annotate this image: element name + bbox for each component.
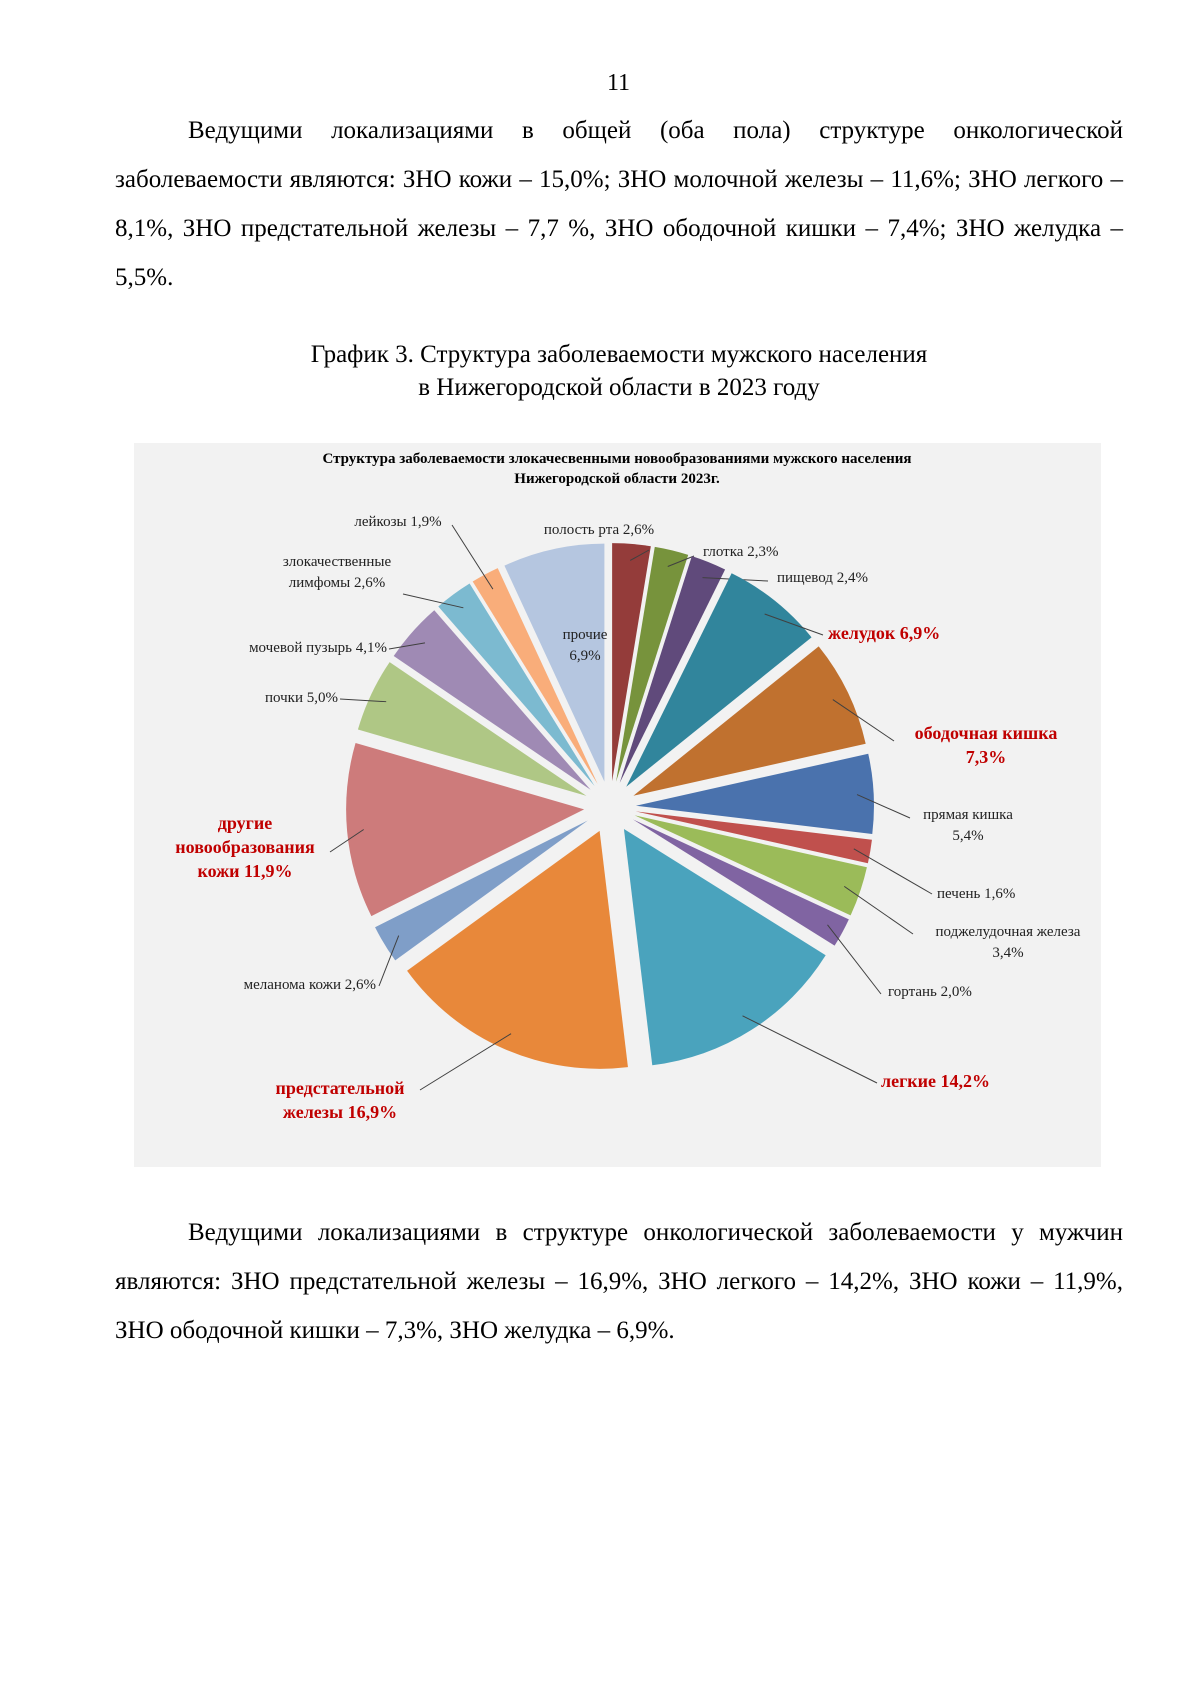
leader-line [339,698,387,703]
leader-line [451,524,494,590]
slice-label: гортань 2,0% [888,984,972,1000]
leader-line [667,555,695,567]
slice-label: ободочная кишка [915,723,1058,743]
pie-slice [632,819,849,946]
pie-slice [504,543,605,782]
pie-slice [357,662,587,796]
leader-line [843,885,914,935]
pie-slice [635,753,874,835]
pie-slice [634,815,867,916]
pie-slice [375,820,588,961]
slice-label: 3,4% [992,945,1023,961]
pie-slice [346,742,585,917]
slice-label: меланома кожи 2,6% [244,977,376,993]
slice-label: другие [218,813,272,833]
slice-label: глотка 2,3% [703,544,778,560]
slice-label: прочие [563,627,608,643]
pie-slice [619,556,726,783]
slice-label: предстательной [275,1078,404,1098]
leader-line [629,549,650,561]
pie-slice [472,568,598,785]
pie-chart: Структура заболеваемости злокачесвенными… [134,443,1101,1167]
slice-label: 7,3% [966,747,1007,767]
slice-label: железы 16,9% [283,1102,397,1122]
slice-label: поджелудочная железа [936,924,1081,940]
slice-label: прямая кишка [923,807,1013,823]
chart-title-line-1: Структура заболеваемости злокачесвенными… [322,451,911,467]
slice-label: мочевой пузырь 4,1% [249,640,387,656]
pie-chart-svg: Структура заболеваемости злокачесвенными… [175,451,1081,1122]
leader-line [419,1033,512,1091]
pie-slice [438,583,595,787]
pie-slice [623,828,826,1066]
pie-slice [393,610,591,790]
leader-line [378,935,400,987]
pie-slice [407,830,628,1069]
leader-line [827,924,882,995]
caption-line-1: График 3. Структура заболеваемости мужск… [310,341,928,368]
chart-title-line-2: Нижегородской области 2023г. [514,471,720,487]
figure-caption: График 3. Структура заболеваемости мужск… [115,338,1123,404]
slice-label: новообразования [175,837,315,857]
slice-label: легкие 14,2% [881,1071,990,1091]
pie-slice [612,543,651,782]
leader-line [388,642,426,650]
slice-label: пищевод 2,4% [777,570,868,586]
slice-label: печень 1,6% [937,886,1015,902]
slice-label: кожи 11,9% [197,861,292,881]
caption-line-2: в Нижегородской области в 2023 году [418,374,820,401]
intro-paragraph: Ведущими локализациями в общей (оба пола… [115,117,1123,291]
slice-label: 6,9% [569,648,600,664]
leader-line [764,613,824,636]
slice-label: 5,4% [952,828,983,844]
slice-label: лейкозы 1,9% [354,514,441,530]
slice-label: почки 5,0% [265,690,338,706]
leader-line [832,699,895,742]
leader-line [329,829,364,853]
page-number: 11 [606,70,631,96]
pie-slice [616,546,689,782]
pie-slice [626,573,812,787]
leader-line [853,848,933,895]
slice-label: полость рта 2,6% [544,522,654,538]
leader-line [402,593,464,609]
slice-label: лимфомы 2,6% [289,575,386,591]
slice-label: желудок 6,9% [828,623,940,643]
conclusion-paragraph: Ведущими локализациями в структуре онкол… [115,1219,1123,1344]
pie-slice [633,646,866,796]
leader-line [856,794,911,819]
leader-line [742,1015,878,1084]
pie-slice [635,811,872,864]
slice-label: злокачественные [283,554,392,570]
